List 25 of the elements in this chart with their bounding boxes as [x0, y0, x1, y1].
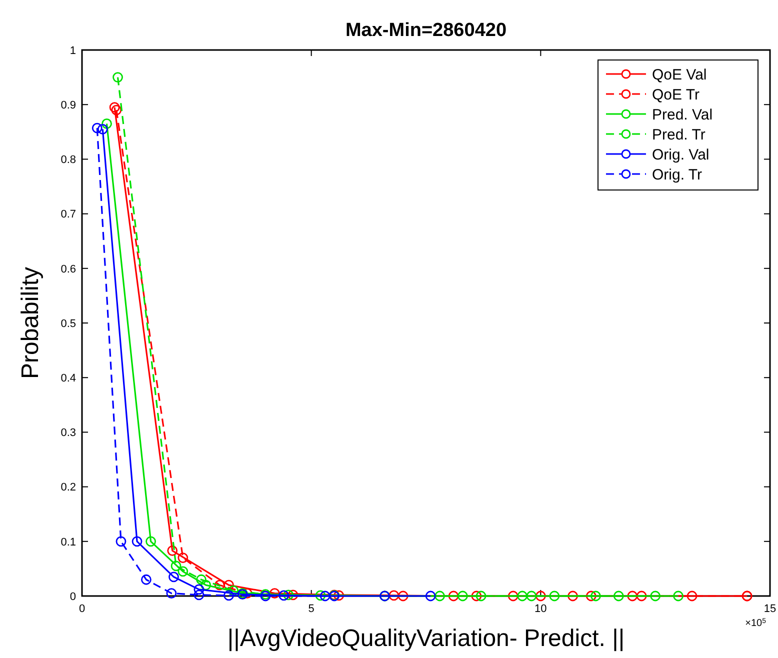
- y-tick-label: 0.5: [60, 318, 76, 330]
- legend-label: QoE Tr: [652, 86, 700, 104]
- legend-label: Pred. Tr: [652, 126, 706, 144]
- legend-label: QoE Val: [652, 66, 707, 84]
- text: ×10$^{5}$: [745, 618, 766, 629]
- y-tick-label: 0.3: [60, 427, 76, 440]
- y-tick-label: 0.1: [60, 536, 76, 548]
- legend-label: Orig. Tr: [652, 166, 702, 184]
- y-axis-title: Probability: [17, 266, 44, 380]
- y-tick-label: 0.7: [60, 208, 76, 221]
- x-tick-label: 0: [78, 603, 86, 615]
- y-tick-label: 0.6: [60, 263, 76, 276]
- y-tick-label: 1: [70, 44, 76, 57]
- x-axis-title: ||AvgVideoQualityVariation- Predict. ||: [227, 625, 625, 652]
- x-tick-label: 10: [534, 603, 547, 615]
- y-tick-label: 0.2: [60, 482, 76, 494]
- y-tick-label: 0: [70, 590, 76, 603]
- x-tick-label: 5: [308, 603, 314, 615]
- y-tick-label: 0.9: [60, 99, 76, 112]
- y-tick-label: 0.8: [60, 154, 76, 166]
- chart-title: Max-Min=2860420: [345, 20, 507, 41]
- legend-label: Pred. Val: [652, 106, 713, 124]
- y-tick-label: 0.4: [60, 372, 76, 384]
- legend-label: Orig. Val: [652, 146, 710, 164]
- x-tick-label: 15: [764, 603, 776, 615]
